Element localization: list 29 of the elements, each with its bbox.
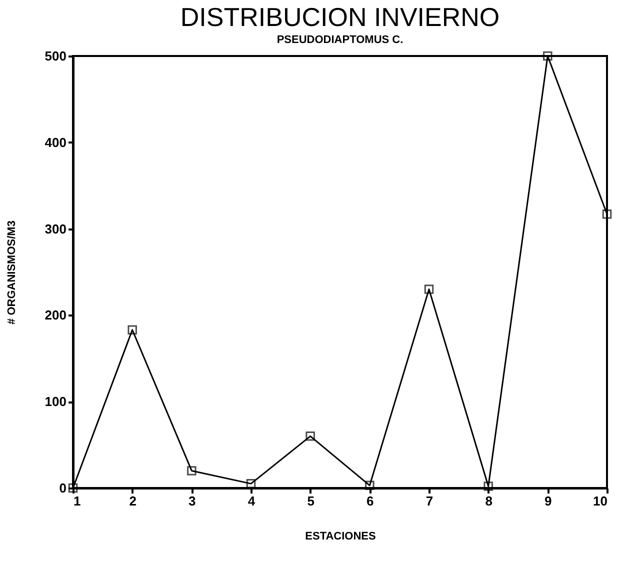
x-tick-label: 8: [485, 494, 492, 508]
y-axis-title: # ORGANISMOS/M3: [6, 220, 18, 324]
point: [306, 432, 315, 441]
x-tick-label: 2: [129, 494, 136, 508]
x-axis-title: ESTACIONES: [305, 530, 376, 542]
point: [484, 482, 493, 491]
chart-title: DISTRIBUCION INVIERNO: [180, 2, 500, 32]
point: [543, 51, 552, 61]
x-tick-label: 1: [74, 494, 81, 508]
x-tick-label: 4: [248, 494, 256, 508]
point: [424, 284, 434, 294]
x-tick-label: 5: [307, 494, 314, 508]
x-tick-label: 7: [426, 494, 434, 508]
y-tick-label: 300: [44, 221, 66, 236]
y-tick-label: 100: [44, 394, 66, 410]
x-tick-label: 9: [544, 494, 552, 508]
x-tick-label: 10: [593, 494, 608, 508]
point: [187, 466, 196, 476]
point: [602, 209, 612, 219]
point: [365, 480, 374, 490]
y-tick-label: 400: [44, 134, 66, 150]
point: [128, 325, 137, 335]
x-tick-label: 3: [188, 494, 196, 508]
chart-subtitle: PSEUDODIAPTOMUS C.: [276, 34, 404, 46]
point: [246, 479, 256, 488]
x-tick-label: 6: [366, 494, 374, 508]
y-tick-label: 200: [44, 308, 66, 323]
y-tick-label: 500: [44, 48, 66, 64]
y-tick-label: 0: [59, 480, 66, 496]
